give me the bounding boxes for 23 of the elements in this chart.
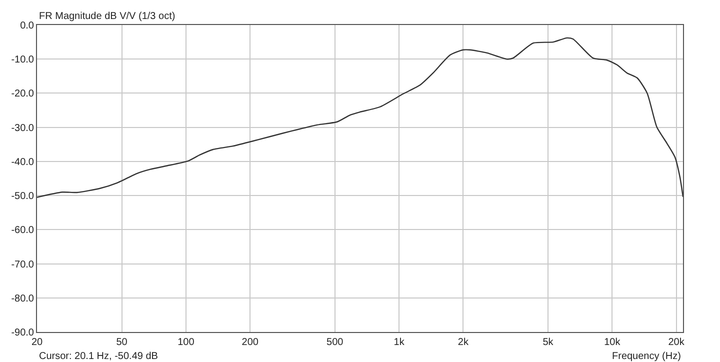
- x-axis-title: Frequency (Hz): [612, 351, 681, 362]
- y-tick-label: -60.0: [11, 225, 34, 236]
- x-tick-label: 50: [116, 337, 128, 348]
- x-tick-label: 20: [31, 337, 43, 348]
- y-tick-label: -50.0: [11, 191, 34, 202]
- x-tick-label: 20k: [668, 337, 686, 348]
- x-tick-label: 2k: [458, 337, 470, 348]
- x-tick-label: 200: [242, 337, 259, 348]
- x-tick-label: 5k: [542, 337, 554, 348]
- y-tick-label: -80.0: [11, 293, 34, 304]
- y-tick-label: -10.0: [11, 54, 34, 66]
- x-tick-label: 10k: [604, 337, 622, 348]
- x-tick-label: 500: [326, 337, 344, 348]
- text: Cursor: 20.1 Hz, -50.49 dB: [39, 351, 158, 362]
- x-tick-label: 1k: [394, 337, 406, 348]
- y-tick-label: -40.0: [11, 156, 34, 168]
- y-tick-label: 0.0: [20, 20, 34, 32]
- y-tick-label: -20.0: [11, 88, 34, 100]
- y-tick-label: -70.0: [11, 259, 34, 270]
- chart-title: FR Magnitude dB V/V (1/3 oct): [39, 11, 176, 22]
- x-tick-label: 100: [178, 337, 195, 348]
- y-tick-label: -90.0: [11, 328, 34, 338]
- y-tick-label: -30.0: [11, 122, 34, 134]
